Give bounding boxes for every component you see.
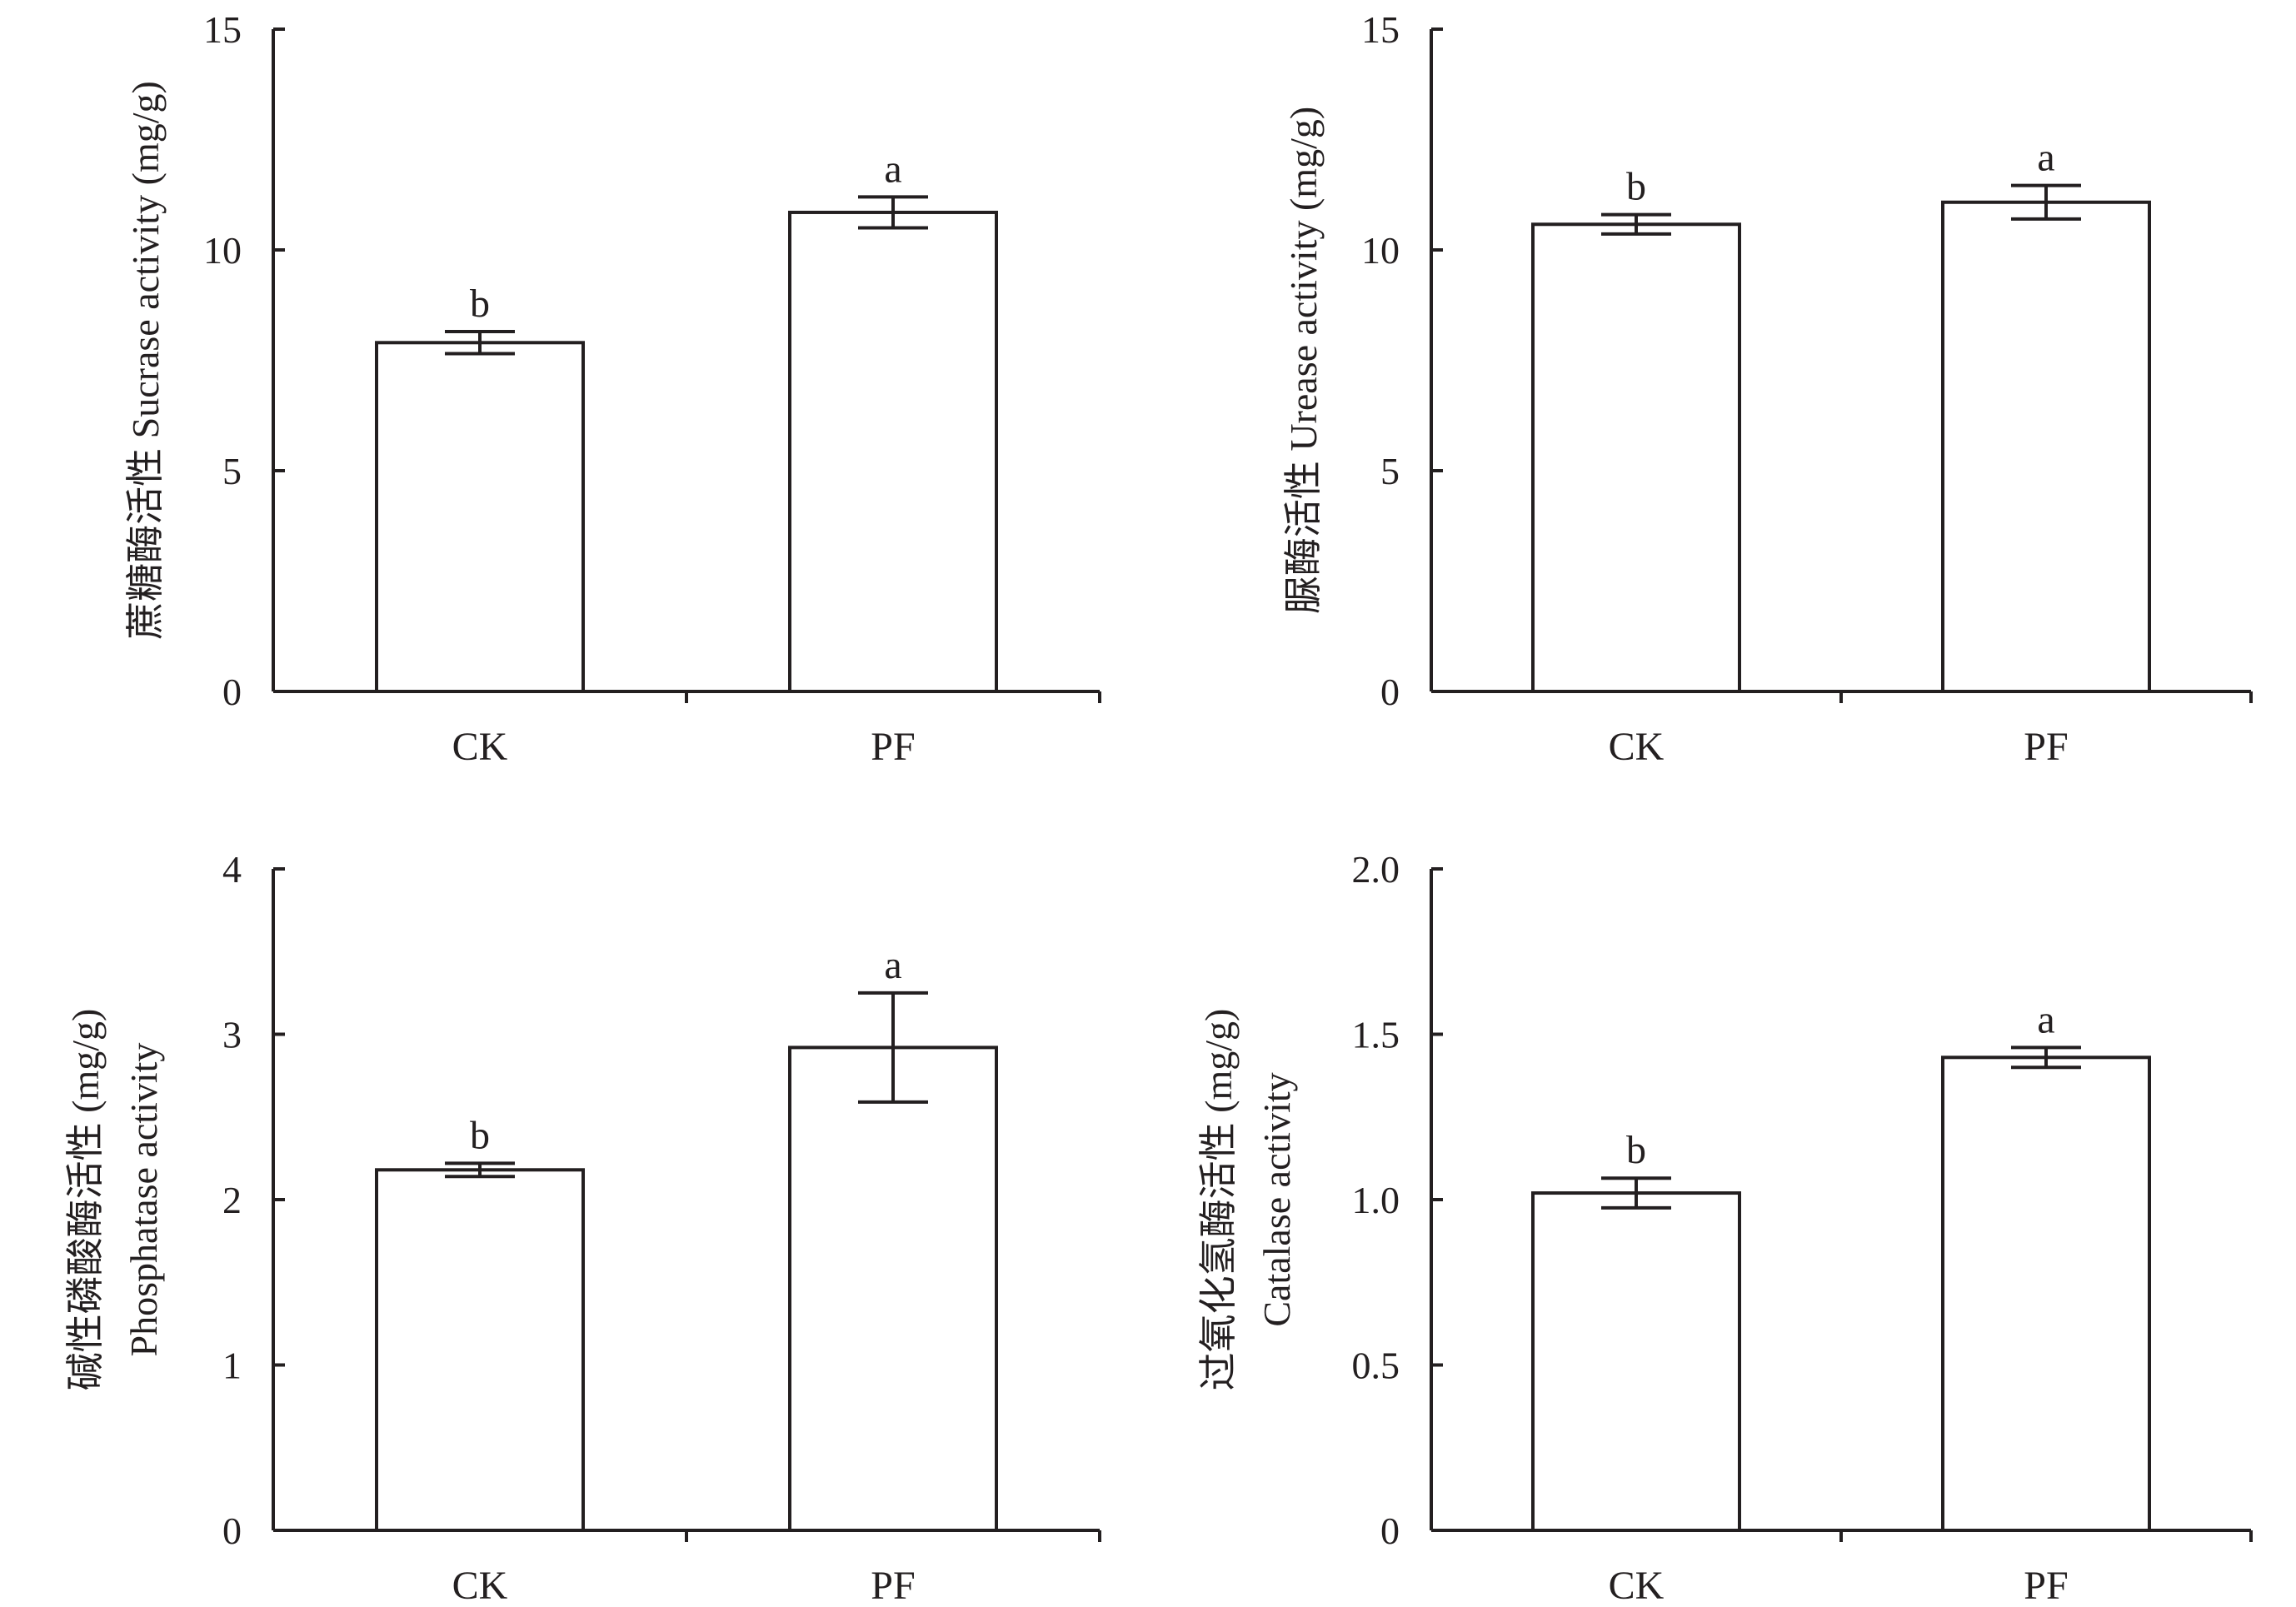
y-tick-label: 1.0 (1352, 1179, 1400, 1221)
x-category-label: CK (1609, 1564, 1665, 1607)
y-tick-label: 3 (222, 1014, 242, 1056)
y-axis-label: 脲酶活性 Urease activity (mg/g) (1282, 107, 1325, 614)
y-tick-label: 0 (222, 671, 242, 713)
y-tick-label: 0 (1380, 1510, 1400, 1552)
bar-ck (375, 1168, 585, 1533)
phosphatase-panel: 0 1 2 3 4 碱性磷酸酶活性 (mg/g) Phosphatase activity b… (64, 848, 1101, 1607)
bar-ck (1531, 222, 1741, 693)
x-category-label: PF (2024, 1564, 2068, 1607)
significance-letter: a (2037, 136, 2054, 180)
significance-letter: b (470, 282, 490, 326)
y-tick-label: 5 (222, 450, 242, 492)
y-tick-label: 5 (1380, 450, 1400, 492)
significance-letter: a (2037, 997, 2054, 1041)
y-tick-label: 10 (1361, 229, 1400, 272)
bar-pf (788, 1046, 998, 1532)
x-category-label: PF (2024, 725, 2068, 769)
y-tick-label: 2.0 (1352, 848, 1400, 891)
sucrase-panel: 0 5 10 15 蔗糖酶活性 Sucrase activity (mg/g) b CK a P… (124, 8, 1101, 769)
significance-letter: b (1626, 1128, 1646, 1172)
bar-ck (1531, 1191, 1741, 1533)
y-axis-label: Phosphatase activity (122, 1043, 165, 1357)
y-tick-label: 15 (1361, 8, 1400, 51)
y-tick-label: 0 (1380, 671, 1400, 713)
y-axis-label: 过氧化氢酶活性 (mg/g) (1197, 1009, 1240, 1391)
y-tick-label: 0 (222, 1510, 242, 1552)
y-tick-label: 15 (203, 8, 242, 51)
significance-letter: b (1626, 165, 1646, 209)
significance-letter: b (470, 1113, 490, 1157)
urease-panel: 0 5 10 15 脲酶活性 Urease activity (mg/g) b CK a PF (1282, 8, 2253, 769)
significance-letter: a (884, 943, 901, 987)
x-category-label: CK (1609, 725, 1665, 769)
bar-pf (1941, 1056, 2151, 1533)
y-axis-label: 碱性磷酸酶活性 (mg/g) (64, 1009, 107, 1391)
y-axis-label: Catalase activity (1255, 1072, 1298, 1326)
x-category-label: CK (452, 725, 508, 769)
x-category-label: CK (452, 1564, 508, 1607)
significance-letter: a (884, 147, 901, 191)
bar-ck (375, 341, 585, 693)
x-category-label: PF (871, 1564, 915, 1607)
y-tick-label: 0.5 (1352, 1345, 1400, 1387)
y-tick-label: 1 (222, 1345, 242, 1387)
y-tick-label: 1.5 (1352, 1014, 1400, 1056)
bar-pf (1941, 200, 2151, 693)
bar-pf (788, 210, 998, 693)
y-axis-label: 蔗糖酶活性 Sucrase activity (mg/g) (124, 81, 167, 640)
x-category-label: PF (871, 725, 915, 769)
y-tick-label: 10 (203, 229, 242, 272)
y-tick-label: 2 (222, 1179, 242, 1221)
catalase-panel: 0 0.5 1.0 1.5 2.0 过氧化氢酶活性 (mg/g) Catalase acti… (1197, 848, 2253, 1607)
y-tick-label: 4 (222, 848, 242, 891)
